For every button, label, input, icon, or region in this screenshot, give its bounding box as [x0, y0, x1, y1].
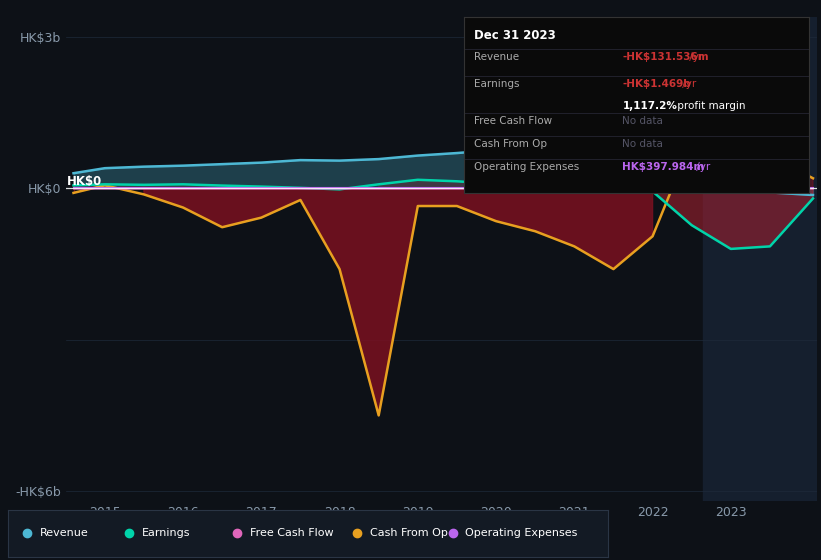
Text: /yr: /yr [693, 162, 710, 172]
Bar [704, 17, 821, 501]
Text: HK$0: HK$0 [67, 175, 103, 188]
Text: -HK$131.536m: -HK$131.536m [622, 52, 709, 62]
Text: Cash From Op: Cash From Op [369, 529, 447, 538]
Text: /yr: /yr [680, 80, 697, 90]
Text: 1,117.2%: 1,117.2% [622, 101, 677, 110]
Text: Revenue: Revenue [40, 529, 89, 538]
Text: Operating Expenses: Operating Expenses [466, 529, 578, 538]
Text: Free Cash Flow: Free Cash Flow [475, 116, 553, 127]
Text: Operating Expenses: Operating Expenses [475, 162, 580, 172]
Text: Dec 31 2023: Dec 31 2023 [475, 29, 556, 42]
Text: Cash From Op: Cash From Op [475, 139, 548, 150]
Text: Free Cash Flow: Free Cash Flow [250, 529, 333, 538]
Text: HK$397.984m: HK$397.984m [622, 162, 705, 172]
Text: Earnings: Earnings [142, 529, 190, 538]
Text: profit margin: profit margin [674, 101, 745, 110]
Text: Revenue: Revenue [475, 52, 520, 62]
Text: /yr: /yr [686, 52, 704, 62]
Text: No data: No data [622, 116, 663, 127]
Text: Earnings: Earnings [475, 80, 520, 90]
Text: No data: No data [622, 139, 663, 150]
Text: -HK$1.469b: -HK$1.469b [622, 80, 691, 90]
